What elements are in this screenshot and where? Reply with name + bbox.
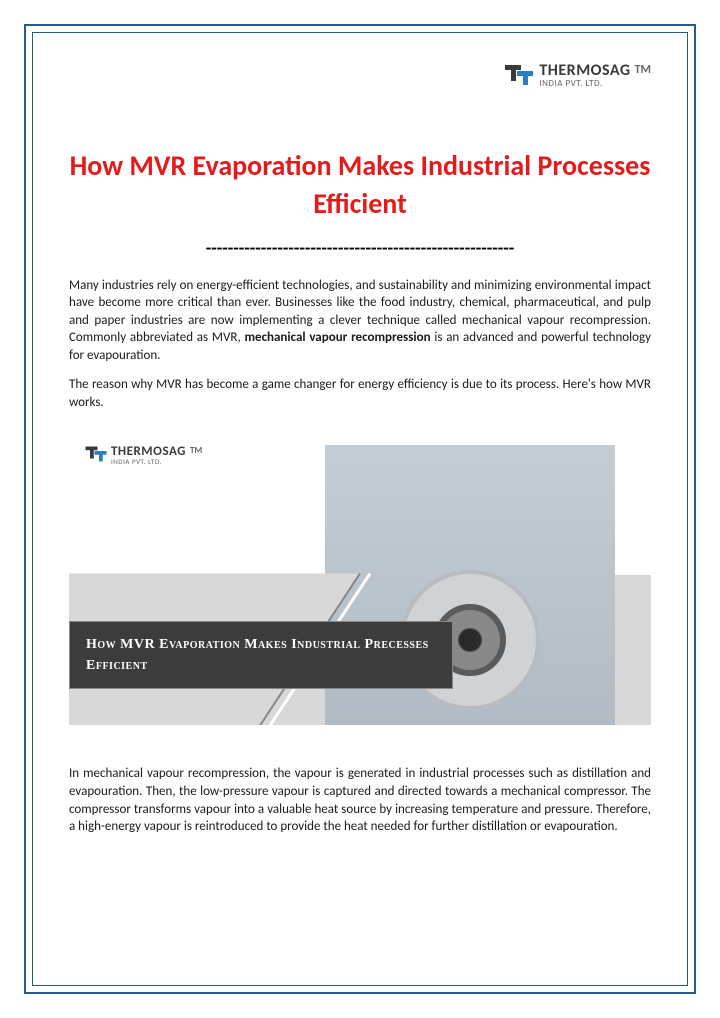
logo-text: THERMOSAG INDIA PVT. LTD. <box>539 63 630 88</box>
figure-logo-trademark: TM <box>190 445 202 456</box>
figure-logo-mark-icon <box>85 445 107 463</box>
logo-trademark: TM <box>635 63 651 77</box>
figure-caption-text: How MVR Evaporation Makes Industrial Pre… <box>86 634 436 676</box>
paragraph-intro: Many industries rely on energy-efficient… <box>69 277 651 365</box>
document-title: How MVR Evaporation Makes Industrial Pro… <box>69 147 651 223</box>
figure-banner: THERMOSAG INDIA PVT. LTD. TM How MVR Eva… <box>69 435 651 725</box>
figure-logo-text: THERMOSAG INDIA PVT. LTD. <box>111 445 186 465</box>
figure-logo-subtitle: INDIA PVT. LTD. <box>111 458 186 465</box>
logo-mark-icon <box>505 63 533 87</box>
figure-caption-box: How MVR Evaporation Makes Industrial Pre… <box>69 621 453 689</box>
inner-border: THERMOSAG INDIA PVT. LTD. TM How MVR Eva… <box>32 32 688 986</box>
para1-bold: mechanical vapour recompression <box>244 330 430 345</box>
logo-subtitle: INDIA PVT. LTD. <box>539 79 630 88</box>
paragraph-explain: In mechanical vapour recompression, the … <box>69 765 651 835</box>
paragraph-lead: The reason why MVR has become a game cha… <box>69 376 651 411</box>
header-logo: THERMOSAG INDIA PVT. LTD. TM <box>505 63 651 88</box>
separator-dashes: ----------------------------------------… <box>69 237 651 259</box>
outer-border: THERMOSAG INDIA PVT. LTD. TM How MVR Eva… <box>24 24 696 994</box>
figure-logo: THERMOSAG INDIA PVT. LTD. TM <box>85 445 202 465</box>
logo-name: THERMOSAG <box>539 63 630 79</box>
